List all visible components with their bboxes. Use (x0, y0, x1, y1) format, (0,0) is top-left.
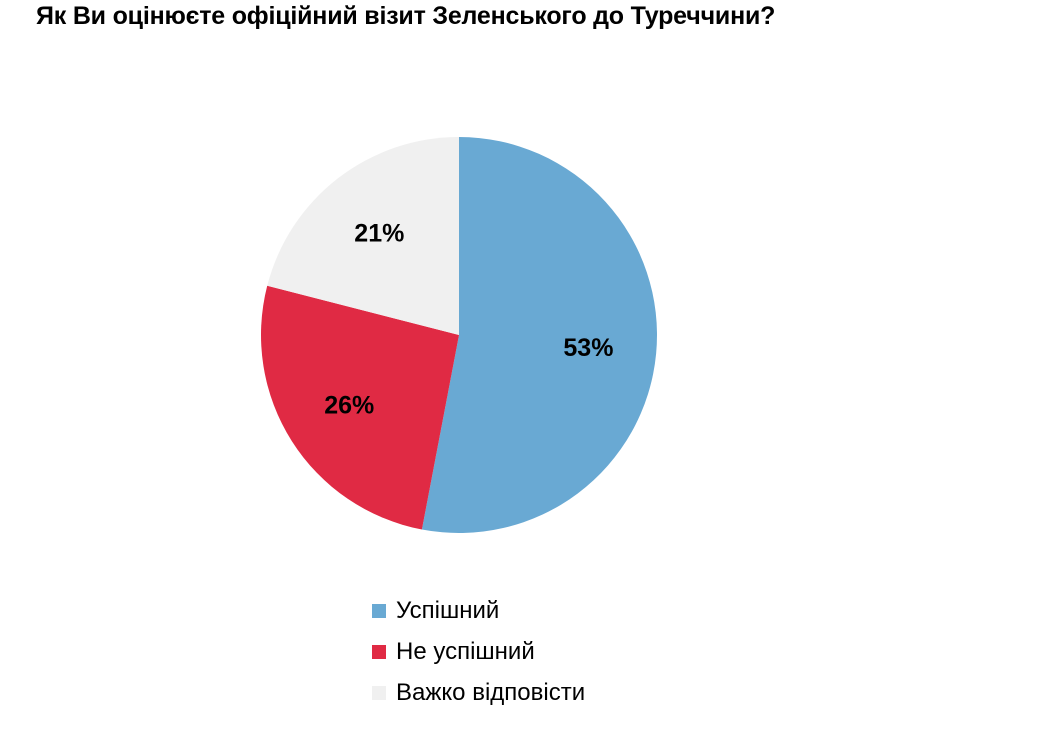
data-label-unsuccessful: 26% (324, 392, 374, 420)
chart-title: Як Ви оцінюєте офіційний візит Зеленсько… (36, 2, 776, 30)
legend-item-unsuccessful: Не успішний (372, 631, 585, 672)
pie-slice-successful (421, 137, 658, 533)
legend-item-hard-to-say: Важко відповісти (372, 672, 585, 713)
pie-slice-unsuccessful (261, 285, 459, 530)
legend-swatch-hard-to-say (372, 685, 386, 700)
legend-label-successful: Успішний (396, 596, 500, 624)
data-label-successful: 53% (563, 334, 613, 362)
legend-swatch-unsuccessful (372, 644, 386, 659)
legend: Успішний Не успішний Важко відповісти (372, 590, 585, 713)
data-label-hard-to-say: 21% (354, 219, 404, 247)
legend-item-successful: Успішний (372, 590, 585, 631)
legend-label-hard-to-say: Важко відповісти (396, 678, 586, 706)
legend-label-unsuccessful: Не успішний (396, 637, 535, 665)
pie-slice-hard-to-say (267, 137, 459, 335)
legend-swatch-successful (372, 603, 386, 618)
